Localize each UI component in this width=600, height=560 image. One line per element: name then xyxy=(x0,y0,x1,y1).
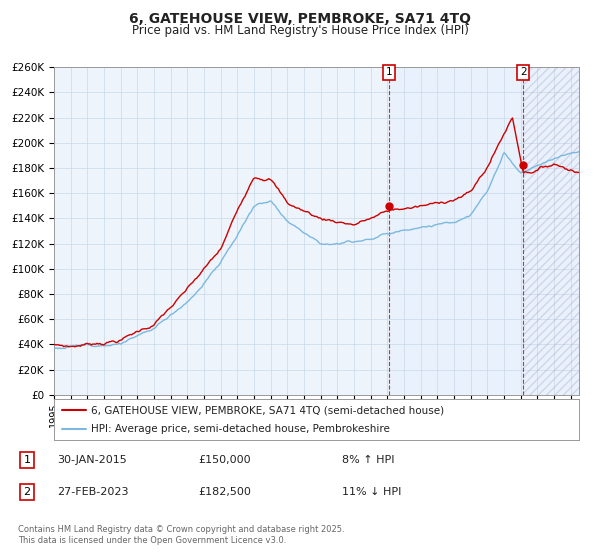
Text: 1: 1 xyxy=(385,67,392,77)
Text: 2: 2 xyxy=(23,487,31,497)
Bar xyxy=(523,67,579,395)
Bar xyxy=(523,67,579,395)
Text: 30-JAN-2015: 30-JAN-2015 xyxy=(57,455,127,465)
Text: 6, GATEHOUSE VIEW, PEMBROKE, SA71 4TQ: 6, GATEHOUSE VIEW, PEMBROKE, SA71 4TQ xyxy=(129,12,471,26)
Bar xyxy=(389,67,579,395)
Text: £182,500: £182,500 xyxy=(198,487,251,497)
Text: 8% ↑ HPI: 8% ↑ HPI xyxy=(342,455,395,465)
Text: 11% ↓ HPI: 11% ↓ HPI xyxy=(342,487,401,497)
Text: £150,000: £150,000 xyxy=(198,455,251,465)
Text: 27-FEB-2023: 27-FEB-2023 xyxy=(57,487,128,497)
Text: Contains HM Land Registry data © Crown copyright and database right 2025.
This d: Contains HM Land Registry data © Crown c… xyxy=(18,525,344,545)
Text: 6, GATEHOUSE VIEW, PEMBROKE, SA71 4TQ (semi-detached house): 6, GATEHOUSE VIEW, PEMBROKE, SA71 4TQ (s… xyxy=(91,405,444,415)
Text: 1: 1 xyxy=(23,455,31,465)
Text: 2: 2 xyxy=(520,67,527,77)
Text: HPI: Average price, semi-detached house, Pembrokeshire: HPI: Average price, semi-detached house,… xyxy=(91,424,389,433)
Text: Price paid vs. HM Land Registry's House Price Index (HPI): Price paid vs. HM Land Registry's House … xyxy=(131,24,469,36)
